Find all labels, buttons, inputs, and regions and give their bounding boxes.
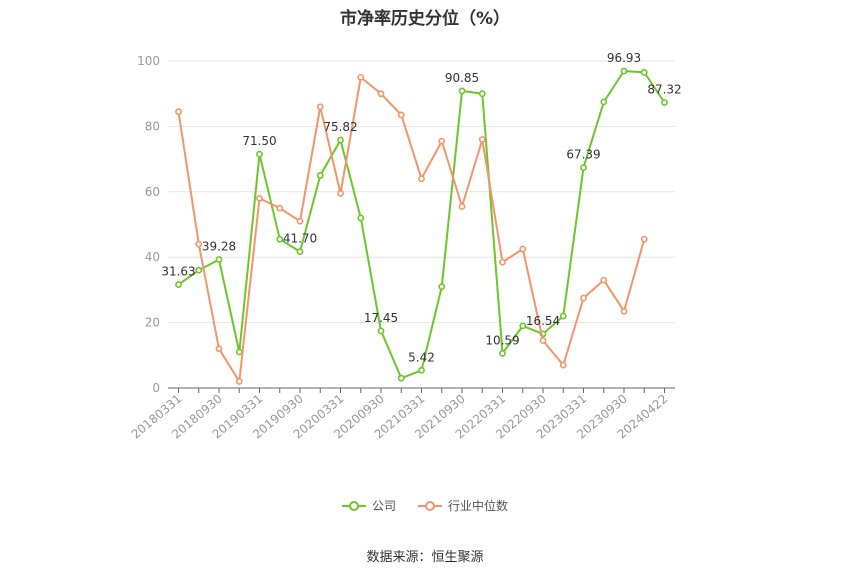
point-company (478, 90, 486, 98)
data-labels: 31.63 39.28 71.50 41.70 75.82 17.45 5.42 90.85 1… (161, 51, 681, 364)
point-industry (316, 103, 324, 111)
point-company (256, 150, 263, 158)
point-company (620, 67, 628, 75)
y-tick-label: 20 (145, 316, 160, 330)
legend-label-industry: 行业中位数 (448, 499, 509, 513)
data-label-company: 39.28 (202, 240, 236, 254)
y-tick-label: 60 (145, 185, 160, 199)
legend-item-industry[interactable]: 行业中位数 (418, 497, 508, 514)
grid-lines (168, 60, 675, 324)
point-industry (377, 90, 385, 98)
point-company (499, 349, 506, 357)
data-label-company: 90.85 (445, 71, 479, 85)
y-tick-label: 100 (137, 54, 160, 68)
point-company (337, 136, 344, 144)
point-company (377, 327, 385, 335)
point-industry (296, 217, 304, 225)
point-company (357, 214, 365, 222)
data-label-company: 75.82 (323, 120, 357, 134)
point-company (458, 87, 466, 95)
point-company (559, 312, 567, 320)
point-company (640, 69, 648, 76)
data-label-company: 87.32 (647, 82, 681, 96)
point-industry (539, 337, 547, 344)
point-industry (458, 203, 466, 210)
point-company (296, 248, 304, 256)
legend-swatch-company-icon (341, 500, 366, 511)
point-industry (235, 378, 243, 385)
y-tick-label: 0 (152, 381, 160, 395)
point-company (661, 99, 668, 106)
legend-item-company[interactable]: 公司 (341, 497, 396, 514)
point-company (316, 172, 324, 179)
legend-swatch-industry-icon (418, 500, 442, 511)
point-company (215, 256, 223, 263)
point-industry (397, 111, 405, 119)
point-industry (175, 108, 182, 116)
y-tick-label: 40 (145, 250, 160, 264)
point-industry (620, 307, 628, 315)
point-company (235, 348, 243, 356)
point-industry (600, 276, 608, 284)
point-company (175, 281, 182, 288)
point-company (580, 164, 587, 172)
data-label-company: 31.63 (161, 265, 195, 279)
point-industry (478, 136, 486, 143)
point-industry (256, 194, 263, 202)
series-line-industry (177, 76, 646, 383)
point-company (438, 283, 446, 291)
point-company (195, 266, 203, 274)
point-company (418, 366, 425, 374)
legend-label-company: 公司 (371, 499, 396, 513)
point-industry (519, 245, 527, 253)
point-industry (357, 73, 365, 81)
chart-title: 市净率历史分位（%） (339, 9, 511, 29)
data-label-company: 71.50 (242, 134, 276, 148)
y-tick-label: 80 (145, 119, 160, 133)
series-line-company (177, 70, 666, 380)
data-label-company: 16.54 (526, 314, 560, 328)
point-industry (418, 175, 425, 183)
point-company (600, 98, 608, 106)
point-industry (640, 235, 648, 243)
data-label-company: 17.45 (364, 311, 398, 325)
data-label-company: 96.93 (607, 51, 641, 65)
data-source-note: 数据来源：恒生聚源 (366, 550, 484, 565)
point-industry (499, 258, 506, 266)
data-label-company: 67.39 (566, 148, 600, 162)
point-industry (337, 190, 344, 197)
point-industry (438, 137, 446, 145)
data-label-company: 5.42 (408, 350, 435, 364)
data-label-company: 41.70 (283, 232, 317, 246)
point-industry (215, 345, 223, 353)
point-company (397, 374, 405, 382)
data-label-company: 10.59 (485, 333, 519, 347)
point-industry (195, 240, 203, 248)
point-industry (559, 361, 567, 369)
legend: 公司 行业中位数 (0, 497, 850, 514)
series-lines (175, 67, 668, 385)
point-industry (276, 204, 284, 212)
point-industry (580, 294, 587, 302)
point-company (519, 322, 527, 330)
point-company (276, 235, 284, 243)
